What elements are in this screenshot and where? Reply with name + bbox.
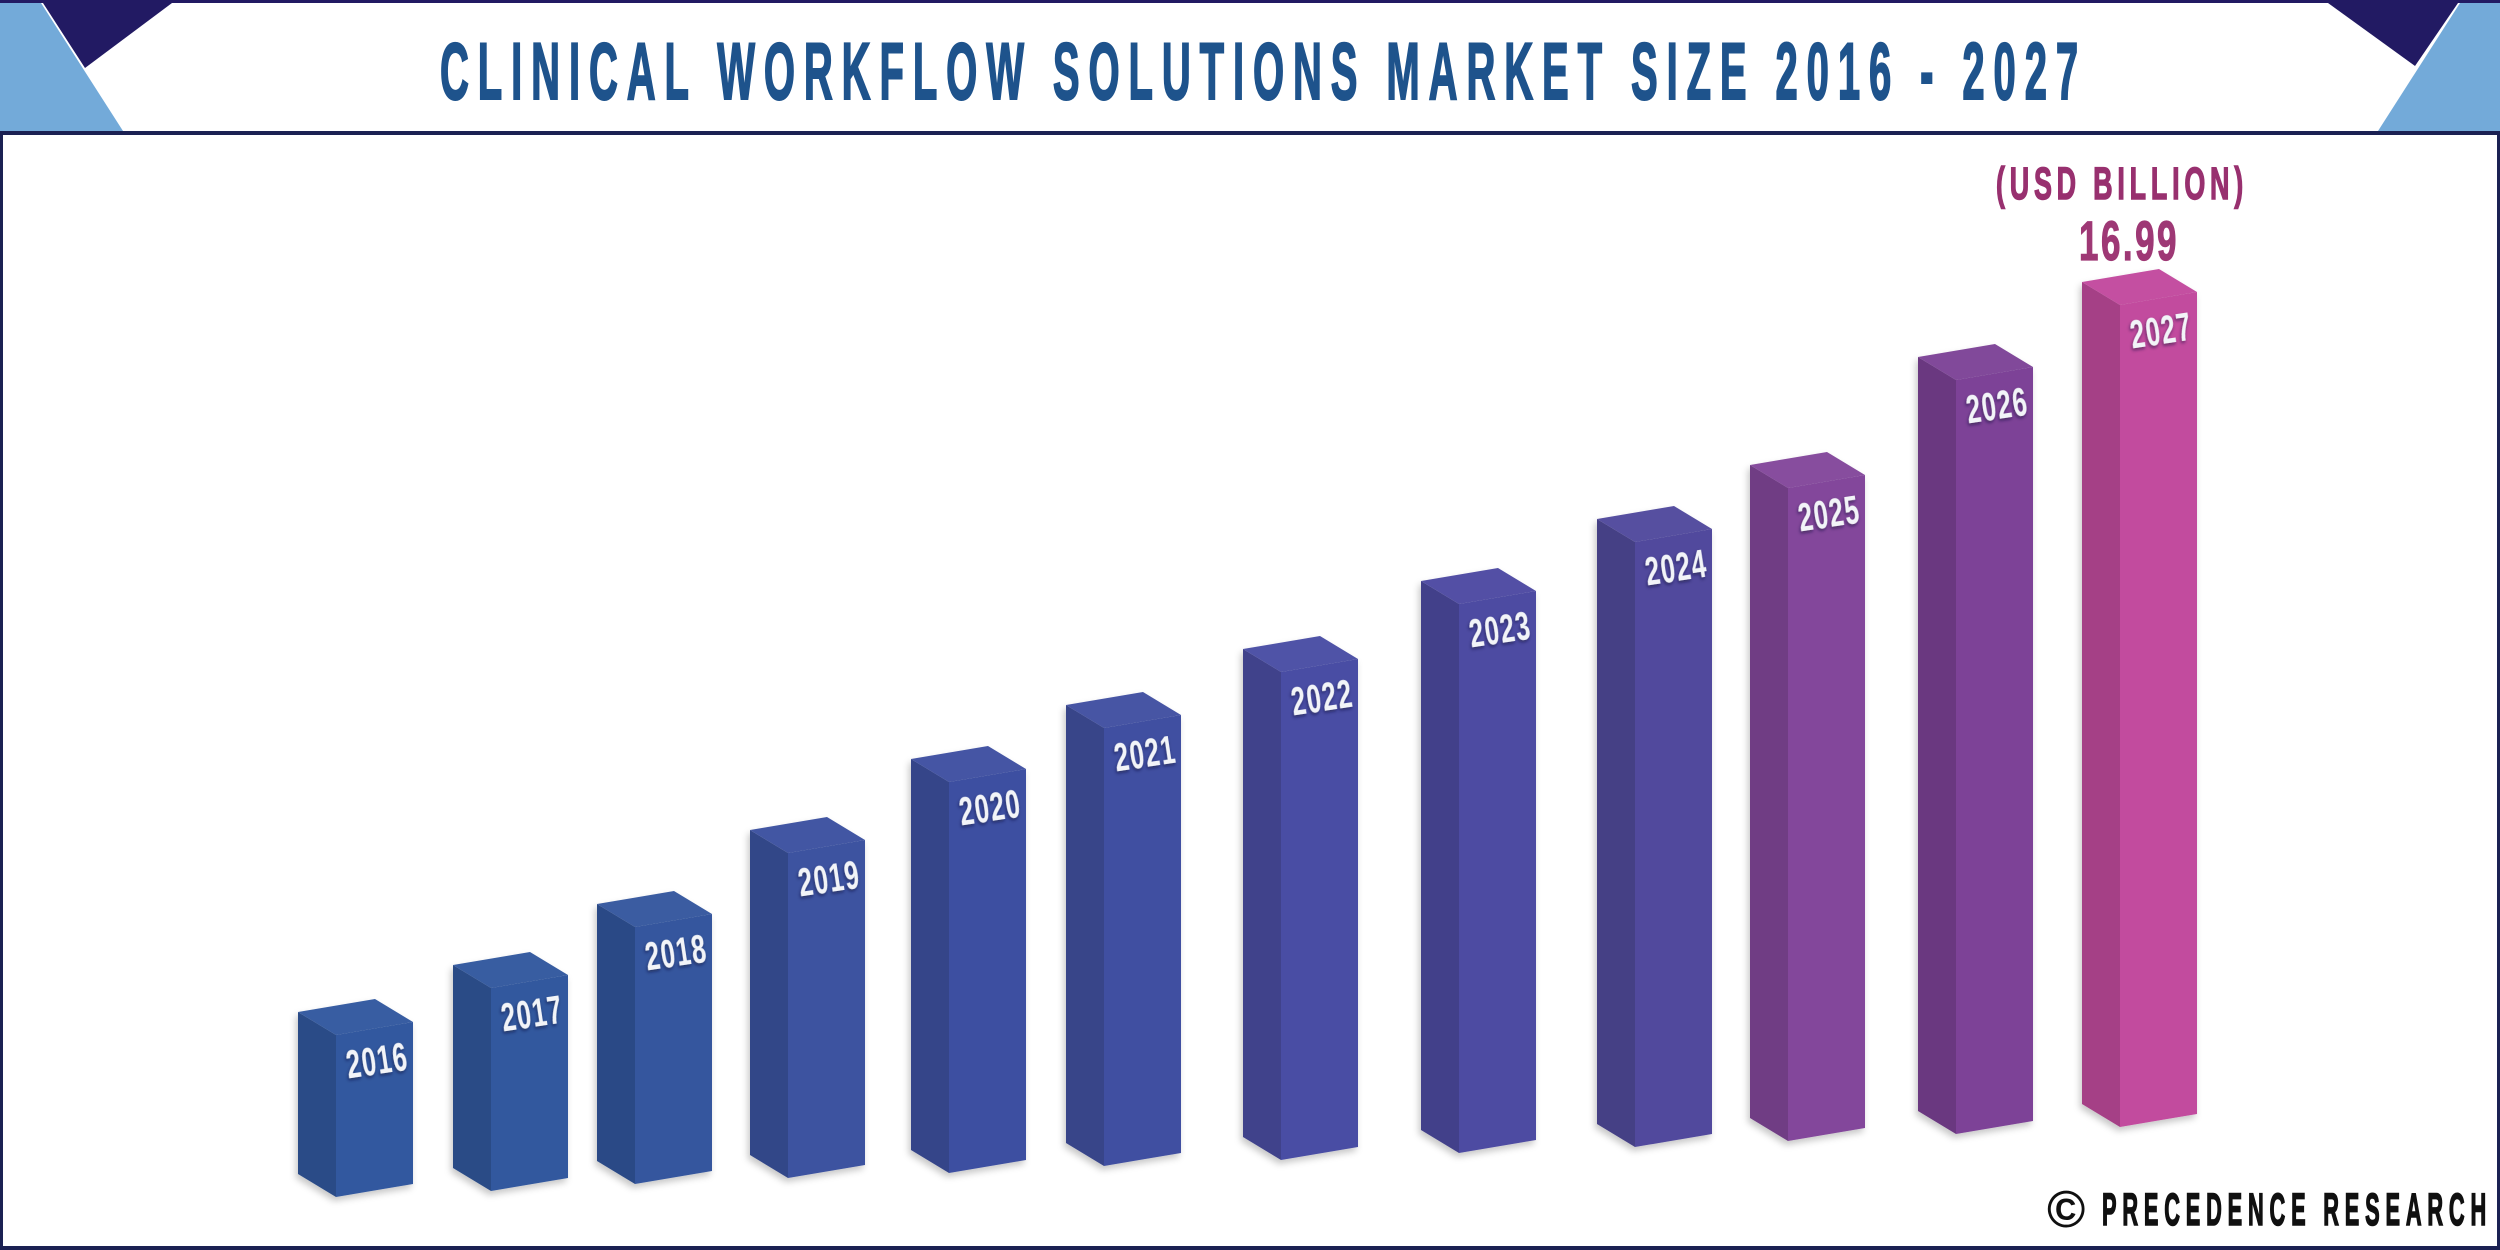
svg-text:2023: 2023: [1466, 604, 1534, 657]
svg-text:2018: 2018: [642, 927, 710, 980]
svg-text:PRECEDENCE RESEARCH: PRECEDENCE RESEARCH: [2102, 1184, 2492, 1235]
svg-text:2025: 2025: [1795, 488, 1863, 541]
svg-text:©: ©: [2047, 1181, 2085, 1239]
svg-text:2019: 2019: [795, 853, 863, 906]
svg-text:2017: 2017: [498, 988, 566, 1041]
svg-text:2022: 2022: [1288, 672, 1356, 725]
svg-text:2026: 2026: [1963, 380, 2031, 433]
svg-text:2027: 2027: [2127, 305, 2195, 358]
svg-text:2024: 2024: [1642, 542, 1710, 595]
svg-text:2021: 2021: [1111, 728, 1179, 781]
svg-text:CLINICAL WORKFLOW SOLUTIONS MA: CLINICAL WORKFLOW SOLUTIONS MARKET SIZE …: [440, 27, 2087, 117]
svg-text:16.99: 16.99: [2079, 209, 2179, 272]
svg-text:2020: 2020: [956, 782, 1024, 835]
svg-text:(USD BILLION): (USD BILLION): [1996, 158, 2248, 209]
svg-text:2016: 2016: [343, 1035, 411, 1088]
